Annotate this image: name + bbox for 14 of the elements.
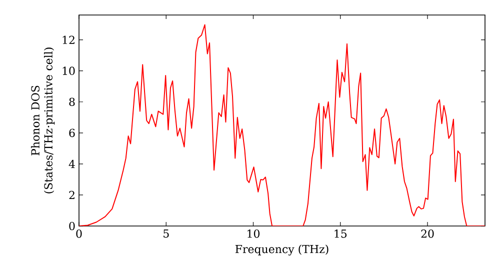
x-tick-label: 20 [421,230,434,238]
x-tick-label: 15 [334,230,347,238]
y-tick-label: 4 [68,160,75,168]
x-tick-label: 5 [164,230,169,238]
y-axis-title: Phonon DOS (States/THz·primitive cell) [30,48,55,194]
x-tick-label: 0 [76,230,82,238]
x-axis-title: Frequency (THz) [235,244,328,256]
y-tick-label: 2 [69,190,74,200]
x-tick-label: 10 [248,230,260,238]
y-tick-label: 6 [69,128,75,138]
y-tick-label: 8 [69,98,75,106]
y-tick-label: 0 [69,222,75,230]
y-tick-label: 10 [62,66,75,76]
y-tick-label: 12 [62,36,74,44]
